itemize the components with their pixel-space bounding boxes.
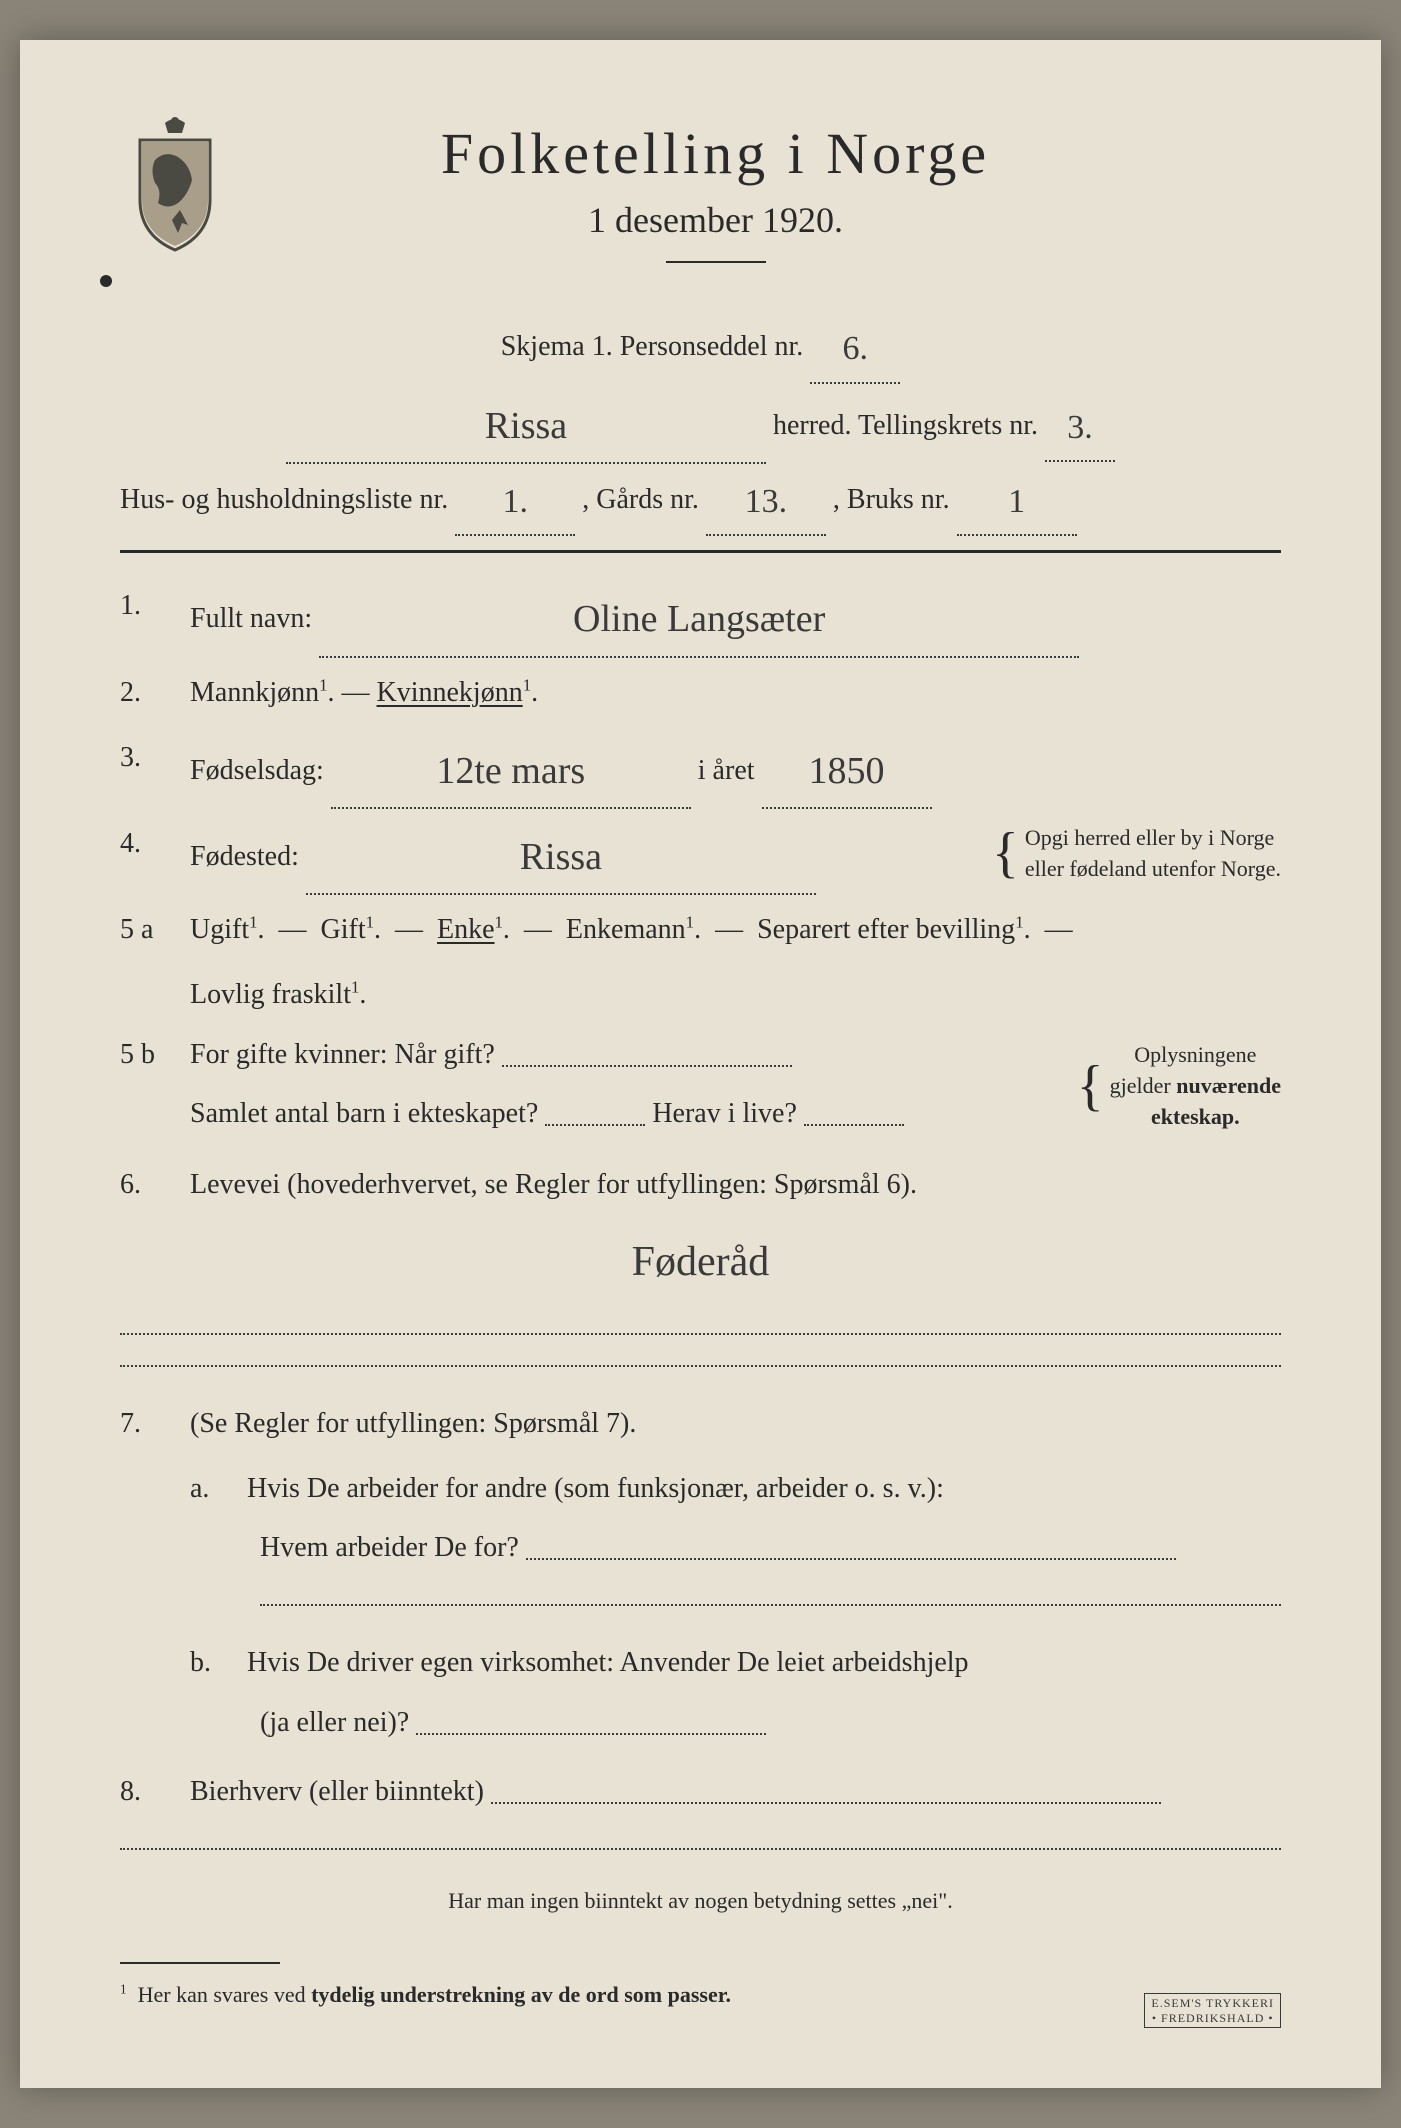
q7b-value [416,1733,766,1735]
q3-row: 3. Fødselsdag: 12te mars i året 1850 [120,731,1281,805]
q5b-gift-year [502,1065,792,1067]
q7a-l1: a. Hvis De arbeider for andre (som funks… [120,1462,1281,1515]
header: Folketelling i Norge 1 desember 1920. [120,120,1281,263]
q3-day: 12te mars [331,735,691,809]
q5a-row2: Lovlig fraskilt1. [120,968,1281,1021]
q6-row: 6. Levevei (hovederhvervet, se Regler fo… [120,1158,1281,1211]
q7b-l1: b. Hvis De driver egen virksomhet: Anven… [120,1636,1281,1689]
husliste-line: Hus- og husholdningsliste nr. 1. , Gårds… [120,466,1281,533]
punch-hole [100,275,112,287]
q1-row: 1. Fullt navn: Oline Langsæter [120,579,1281,653]
q1-value: Oline Langsæter [319,583,1079,657]
q1-label: Fullt navn: [190,603,312,634]
q4-note: { Opgi herred eller by i Norge eller fød… [992,823,1281,885]
q5b-note: { Oplysningene gjelder nuværende ekteska… [1077,1040,1281,1132]
footnote: 1 Her kan svares ved tydelig understrekn… [120,1974,1281,2016]
q1-num: 1. [120,579,190,653]
gards-nr: 13. [706,470,826,537]
q2-row: 2. Mannkjønn1. — Kvinnekjønn1. [120,666,1281,719]
q7-row: 7. (Se Regler for utfyllingen: Spørsmål … [120,1397,1281,1450]
q8-line [120,1848,1281,1850]
husliste-nr: 1. [455,470,575,537]
herred-value: Rissa [286,390,766,464]
q2-kvinne: Kvinnekjønn [377,677,523,708]
tellingskrets-nr: 3. [1045,396,1115,463]
herred-label: herred. Tellingskrets nr. [773,410,1038,441]
q7a-l2: Hvem arbeider De for? [120,1521,1281,1574]
census-form-page: Folketelling i Norge 1 desember 1920. Sk… [20,40,1381,2088]
title-block: Folketelling i Norge 1 desember 1920. [260,120,1281,263]
bruks-label: , Bruks nr. [833,484,950,515]
q3-mid: i året [698,755,755,786]
q4-num: 4. [120,817,190,891]
bottom-caption: Har man ingen biinntekt av nogen betydni… [120,1880,1281,1922]
coat-of-arms-icon [120,115,230,255]
section-rule [120,550,1281,553]
q5b-ilive [804,1124,904,1126]
q4-value: Rissa [306,821,816,895]
main-title: Folketelling i Norge [260,120,1171,187]
husliste-label: Hus- og husholdningsliste nr. [120,484,448,515]
q2-mann: Mannkjønn [190,677,319,708]
q5b-num: 5 b [120,1028,190,1146]
q8-row: 8. Bierhverv (eller biinntekt) [120,1765,1281,1818]
q8-num: 8. [120,1765,190,1818]
skjema-label: Skjema 1. Personseddel nr. [501,331,804,362]
q6-line1 [120,1333,1281,1335]
q5b-barn [545,1124,645,1126]
q8-label: Bierhverv (eller biinntekt) [190,1776,484,1807]
q3-label: Fødselsdag: [190,755,324,786]
q6-value: Føderåd [120,1223,1281,1303]
q6-line2 [120,1365,1281,1367]
personseddel-nr: 6. [810,317,900,384]
form-body: Skjema 1. Personseddel nr. 6. Rissa herr… [120,313,1281,2016]
q5a-row: 5 a Ugift1. — Gift1. — Enke1. — Enkemann… [120,903,1281,956]
q3-num: 3. [120,731,190,805]
q5a-enke: Enke [437,914,495,945]
q7a-line [260,1604,1281,1606]
subtitle: 1 desember 1920. [260,199,1171,241]
q5a-num: 5 a [120,903,190,956]
q7-num: 7. [120,1397,190,1450]
q4-row: 4. Fødested: Rissa { Opgi herred eller b… [120,817,1281,891]
q7b-l2: (ja eller nei)? [120,1696,1281,1749]
q3-year: 1850 [762,735,932,809]
gards-label: , Gårds nr. [582,484,699,515]
q4-label: Fødested: [190,841,299,872]
q5b-row: 5 b For gifte kvinner: Når gift? Samlet … [120,1028,1281,1146]
q8-value [491,1802,1161,1804]
footnote-rule [120,1962,280,1964]
q2-num: 2. [120,666,190,719]
q6-num: 6. [120,1158,190,1211]
title-divider [666,261,766,263]
q6-label: Levevei (hovederhvervet, se Regler for u… [190,1169,917,1200]
bruks-nr: 1 [957,470,1077,537]
q7a-value [526,1558,1176,1560]
printer-stamp: E.SEM'S TRYKKERI • FREDRIKSHALD • [1144,1993,1281,2028]
skjema-line: Skjema 1. Personseddel nr. 6. [120,313,1281,380]
q7-label: (Se Regler for utfyllingen: Spørsmål 7). [190,1408,636,1439]
herred-line: Rissa herred. Tellingskrets nr. 3. [120,386,1281,460]
